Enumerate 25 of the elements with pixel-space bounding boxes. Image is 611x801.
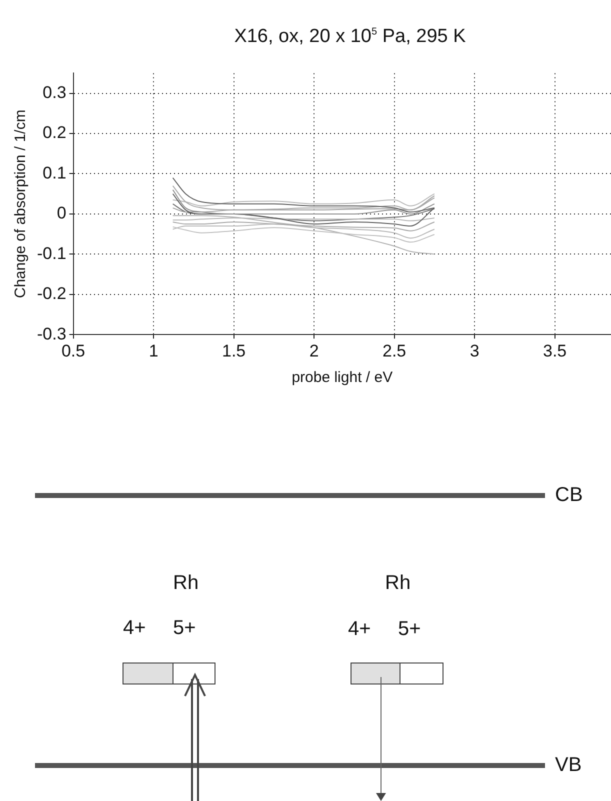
y-tick-label: 0.2 <box>42 123 66 142</box>
y-tick-label: -0.1 <box>36 244 66 263</box>
text: 4+ <box>123 617 146 640</box>
x-tick-label: 2 <box>309 341 319 360</box>
text: Rh <box>173 572 199 595</box>
x-tick-label: 2.5 <box>382 341 406 360</box>
x-tick-label: 0.5 <box>61 341 86 360</box>
x-tick-label: 3 <box>470 341 480 360</box>
chart-title: X16, ox, 20 x 10$^{5}$ Pa, 295 K <box>233 26 467 48</box>
text: VB <box>555 754 582 777</box>
y-axis-title: Change of absorption / 1/cm <box>12 110 30 298</box>
x-tick-label: 3.5 <box>543 341 567 360</box>
x-axis-title: probe light / eV <box>292 369 393 386</box>
y-tick-label: 0.1 <box>42 163 66 182</box>
x-tick-label: 1.5 <box>222 341 246 360</box>
y-tick-label: -0.3 <box>36 324 66 344</box>
y-tick-label: 0.3 <box>42 82 66 102</box>
y-tick-label: -0.2 <box>36 284 66 304</box>
text: 4+ <box>348 618 371 641</box>
text: 5+ <box>173 617 196 640</box>
text: 5+ <box>398 618 421 641</box>
text: CB <box>555 484 583 507</box>
y-tick-label: 0 <box>56 204 66 223</box>
x-tick-label: 1 <box>148 341 158 360</box>
text: Rh <box>385 572 411 595</box>
